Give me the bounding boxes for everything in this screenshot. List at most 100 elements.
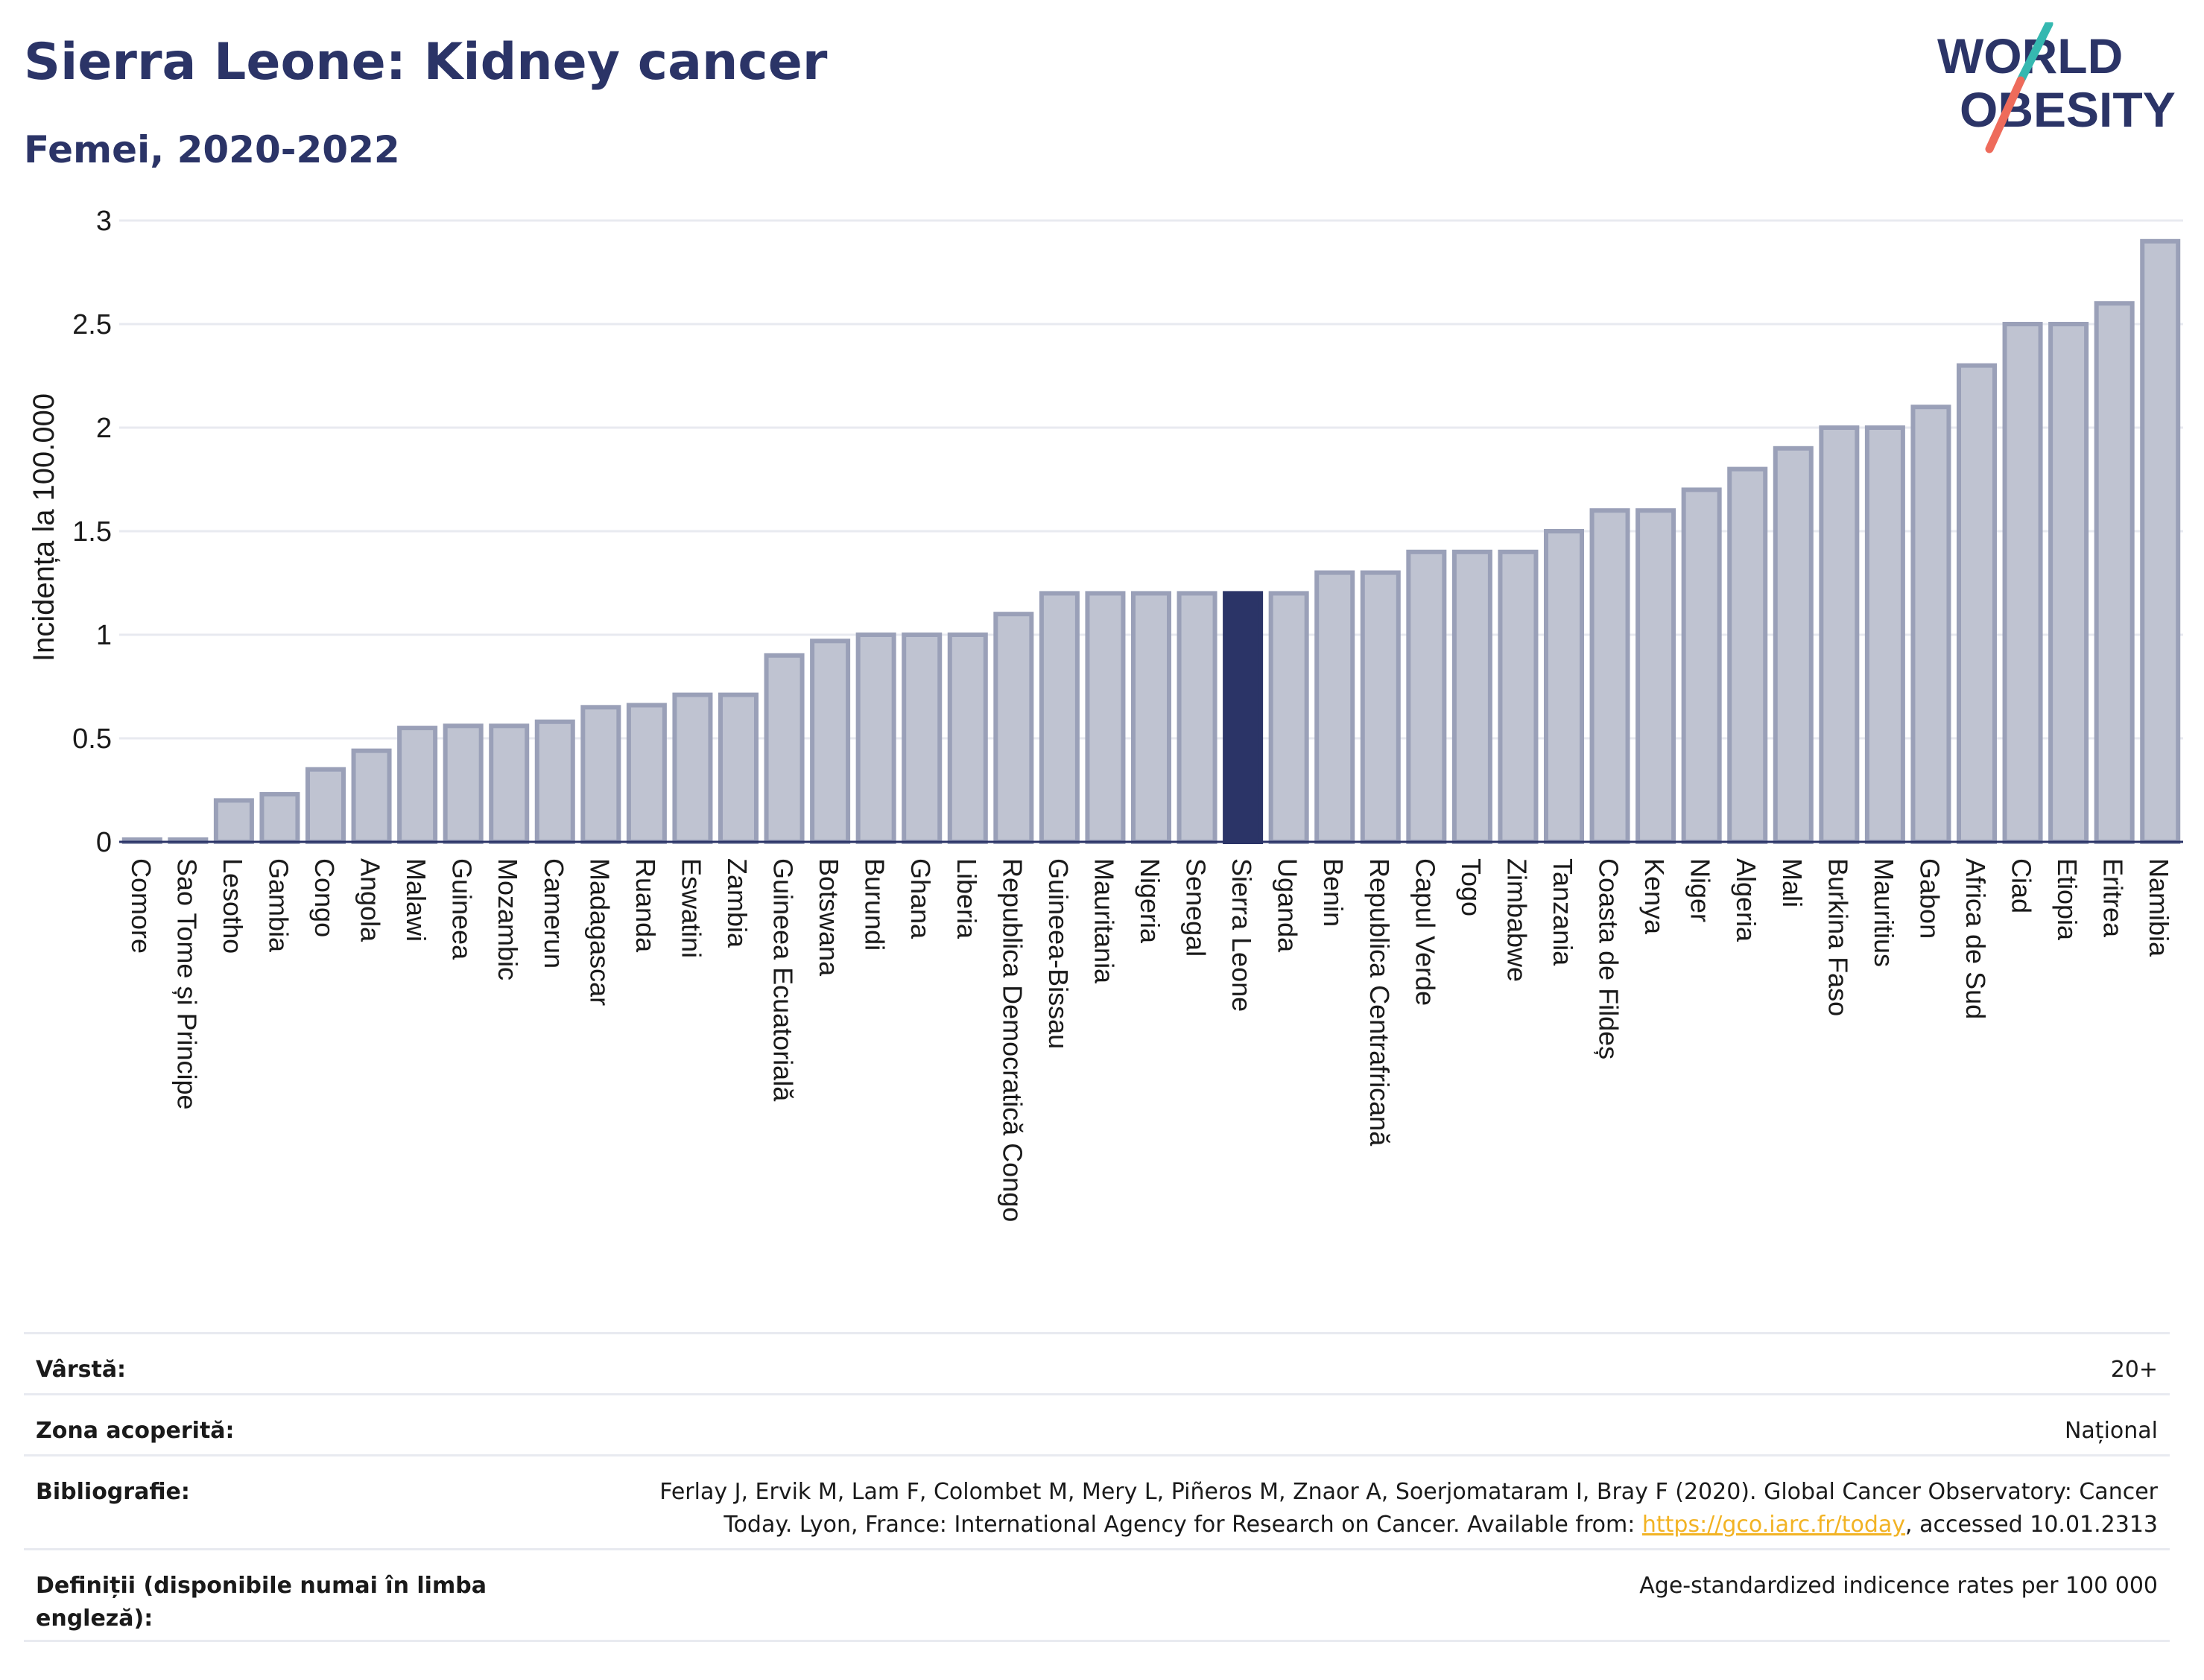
x-tick-label: Guineea <box>447 858 478 960</box>
x-tick-label: Botswana <box>814 858 844 977</box>
y-tick-labels: 0 0.5 1 1.5 2 2.5 3 <box>72 206 112 858</box>
x-tick-label: Sierra Leone <box>1226 858 1257 1012</box>
bar <box>1177 591 1217 845</box>
logo-slash-teal <box>2016 22 2053 85</box>
x-tick-label: Mauritania <box>1089 858 1119 984</box>
metadata-table: Vârstă: 20+ Zona acoperită: Național Bib… <box>24 1332 2170 1642</box>
y-tick-label: 1 <box>96 620 112 651</box>
bar <box>489 723 530 844</box>
x-tick-label: Ruanda <box>630 858 661 953</box>
bar <box>1635 508 1676 844</box>
bar <box>1864 425 1905 844</box>
x-tick-label: Senegal <box>1181 858 1212 957</box>
bibliography-value: Ferlay J, Ervik M, Lam F, Colombet M, Me… <box>513 1476 2158 1541</box>
x-tick-label: Gabon <box>1914 858 1945 939</box>
x-tick-label: Mozambic <box>493 858 523 980</box>
x-tick-label: Lesotho <box>218 858 248 954</box>
bar <box>1085 591 1126 845</box>
bar <box>1819 425 1860 844</box>
x-tick-label: Republica Centrafricană <box>1364 858 1395 1147</box>
bar <box>1681 487 1722 845</box>
x-tick-label: Nigeria <box>1135 858 1165 944</box>
chart-title: Sierra Leone: Kidney cancer <box>24 33 828 92</box>
bar <box>672 692 713 844</box>
bar <box>810 638 851 845</box>
bar <box>397 726 438 844</box>
x-tick-label: Ciad <box>2007 858 2037 913</box>
bar <box>718 692 759 844</box>
bibliography-text-2: Today. Lyon, France: International Agenc… <box>723 1512 1642 1538</box>
world-obesity-logo: WORLD OBESITY <box>1937 22 2176 153</box>
bar-highlighted <box>1223 591 1264 845</box>
bar <box>626 703 667 845</box>
bar <box>351 748 392 844</box>
y-tick-label: 2.5 <box>72 309 112 340</box>
bibliography-label: Bibliografie: <box>36 1479 190 1505</box>
x-tick-label: Comore <box>126 858 156 954</box>
bar <box>1498 549 1539 844</box>
meta-row-coverage: Zona acoperită: Național <box>24 1393 2170 1454</box>
bibliography-text-3: , accessed 10.01.2313 <box>1905 1512 2158 1538</box>
coverage-value: Național <box>2064 1418 2158 1444</box>
bars <box>121 238 2181 845</box>
definitions-label: Definiții (disponibile numai în limba en… <box>36 1573 487 1632</box>
x-tick-label: Tanzania <box>1548 858 1578 966</box>
logo-slash-coral <box>1985 76 2025 153</box>
x-tick-label: Angola <box>355 858 386 942</box>
x-tick-label: Benin <box>1318 858 1349 927</box>
bar <box>1360 570 1401 844</box>
bar <box>1130 591 1172 845</box>
bar <box>2094 301 2135 844</box>
x-tick-label: Guineea Ecuatorială <box>768 858 799 1102</box>
x-tick-label: Madagascar <box>584 858 615 1006</box>
bar <box>947 633 988 844</box>
x-tick-label: Burundi <box>860 858 890 951</box>
bar <box>580 705 621 844</box>
chart-subtitle: Femei, 2020-2022 <box>24 128 400 171</box>
x-tick-label: Eswatini <box>676 858 706 958</box>
bar-chart: 0 0.5 1 1.5 2 2.5 3 Comore Sao Tome și Principe… <box>28 206 2183 1222</box>
bar <box>1727 466 1768 844</box>
bar <box>259 792 300 845</box>
bar <box>855 633 896 844</box>
bibliography-link[interactable]: https://gco.iarc.fr/today <box>1641 1512 1906 1538</box>
age-label: Vârstă: <box>36 1357 127 1383</box>
x-tick-label: Namibia <box>2144 858 2174 957</box>
coverage-label: Zona acoperită: <box>36 1418 235 1444</box>
x-tick-label: Sao Tome și Principe <box>171 858 202 1110</box>
x-tick-label: Liberia <box>951 858 982 939</box>
bar <box>1910 405 1951 844</box>
bar <box>2002 322 2043 844</box>
y-axis-label: Incidența la 100.000 <box>28 393 60 662</box>
bar <box>764 653 805 844</box>
x-tick-labels: Comore Sao Tome și Principe Lesotho Gambia C… <box>126 858 2174 1222</box>
bar <box>1268 591 1309 845</box>
x-tick-label: Etiopia <box>2052 858 2083 941</box>
x-tick-label: Burkina Faso <box>1823 858 1853 1016</box>
x-tick-label: Camerun <box>539 858 569 969</box>
x-tick-label: Algeria <box>1731 858 1761 942</box>
x-tick-label: Republica Democratică Congo <box>997 858 1027 1222</box>
y-tick-label: 0.5 <box>72 723 112 755</box>
definitions-value: Age-standardized indicence rates per 100… <box>1639 1573 2158 1599</box>
x-tick-label: Coasta de Fildeș <box>1594 858 1624 1059</box>
bar <box>902 633 943 844</box>
y-tick-label: 2 <box>96 413 112 444</box>
meta-row-bibliography: Bibliografie: Ferlay J, Ervik M, Lam F, … <box>24 1454 2170 1548</box>
bar <box>213 798 254 845</box>
bar <box>1956 363 1998 845</box>
age-value: 20+ <box>2110 1357 2158 1383</box>
x-tick-label: Congo <box>309 858 340 937</box>
y-tick-label: 0 <box>96 827 112 858</box>
meta-row-age: Vârstă: 20+ <box>24 1332 2170 1393</box>
y-tick-label: 1.5 <box>72 516 112 548</box>
bar <box>305 767 346 844</box>
x-tick-label: Africa de Sud <box>1960 858 1991 1019</box>
bar <box>2048 322 2089 844</box>
bibliography-text-1: Ferlay J, Ervik M, Lam F, Colombet M, Me… <box>659 1479 2158 1505</box>
bar <box>534 719 575 845</box>
x-tick-label: Togo <box>1456 858 1486 916</box>
x-tick-label: Kenya <box>1639 858 1670 935</box>
x-tick-label: Ghana <box>905 858 936 939</box>
bar <box>993 612 1034 844</box>
